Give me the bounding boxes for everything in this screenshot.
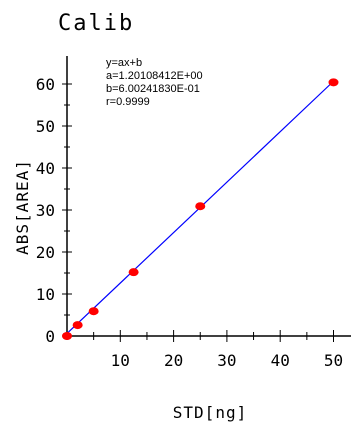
x-tick-label: 20 — [164, 351, 183, 370]
y-tick-label: 10 — [36, 285, 55, 304]
annotation-line: a=1.20108412E+00 — [106, 70, 203, 82]
x-tick-label: 40 — [271, 351, 290, 370]
x-tick-label: 30 — [217, 351, 236, 370]
data-points — [62, 78, 339, 340]
y-tick-label: 30 — [36, 201, 55, 220]
y-tick-label: 60 — [36, 75, 55, 94]
fit-annotation: y=ax+ba=1.20108412E+00b=6.00241830E-01r=… — [106, 57, 203, 108]
data-point — [62, 332, 72, 340]
chart-title: Calib — [58, 11, 134, 36]
y-tick-label: 20 — [36, 243, 55, 262]
x-axis-label: STD[ng] — [173, 403, 247, 422]
y-tick-label: 40 — [36, 159, 55, 178]
data-point — [128, 268, 139, 277]
data-point — [72, 321, 83, 330]
axes — [66, 56, 351, 340]
annotation-line: b=6.00241830E-01 — [106, 83, 200, 95]
ticks: 0 10 20 30 40 50 60 10 20 30 40 50 — [36, 75, 343, 370]
data-point — [195, 202, 206, 211]
annotation-line: y=ax+b — [106, 57, 142, 69]
data-point — [88, 307, 99, 316]
y-tick-label: 0 — [45, 327, 55, 346]
x-tick-label: 10 — [111, 351, 130, 370]
data-point — [328, 78, 339, 87]
x-tick-label: 50 — [324, 351, 343, 370]
y-axis-label: ABS[AREA] — [13, 159, 32, 255]
y-tick-label: 50 — [36, 117, 55, 136]
annotation-line: r=0.9999 — [106, 96, 150, 108]
